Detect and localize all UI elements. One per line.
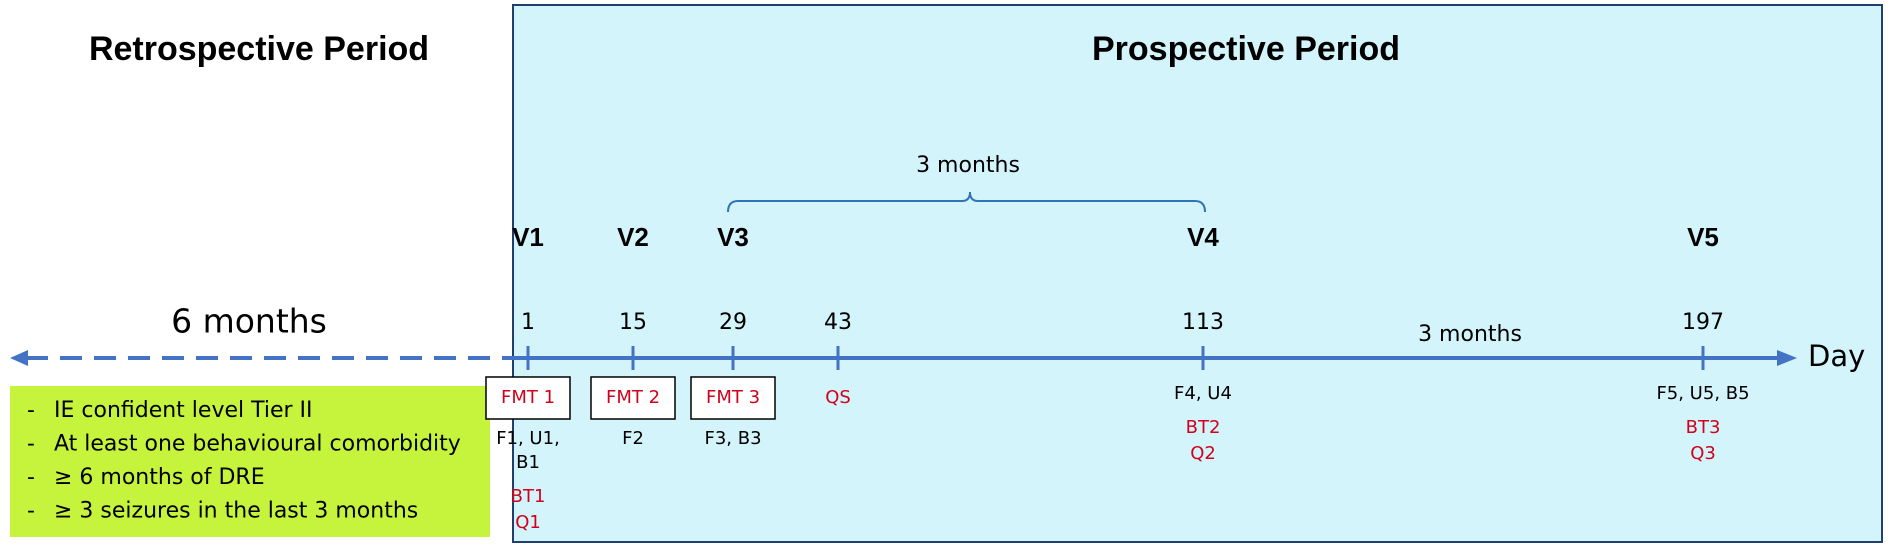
criterion: ≥ 3 seizures in the last 3 months	[54, 499, 418, 524]
bullet-dash: -	[27, 499, 35, 524]
assessment: B1	[516, 452, 540, 473]
retrospective-duration: 6 months	[171, 302, 327, 341]
assessment: F1, U1,	[496, 428, 560, 449]
axis-label: Day	[1808, 339, 1865, 373]
intervention-box	[485, 376, 571, 420]
retrospective-title: Retrospective Period	[89, 30, 429, 68]
criterion: ≥ 6 months of DRE	[54, 465, 265, 490]
intervention-box	[590, 376, 676, 420]
bracket	[727, 191, 1206, 213]
questionnaire: Q2	[1190, 443, 1216, 464]
visit-label: V1	[512, 222, 544, 252]
questionnaire: BT2	[1186, 417, 1221, 438]
day-label: 113	[1182, 310, 1224, 335]
day-label: 1	[521, 310, 535, 335]
visit-label: V5	[1687, 222, 1719, 252]
intervention: FMT 3	[706, 387, 760, 408]
assessment: F3, B3	[704, 428, 761, 449]
day-label: 197	[1682, 310, 1724, 335]
arrow-head	[10, 350, 28, 366]
questionnaire: QS	[825, 387, 851, 408]
arrow-head	[1777, 350, 1797, 366]
intervention: FMT 2	[606, 387, 660, 408]
day-label: 15	[619, 310, 647, 335]
assessment: F2	[622, 428, 644, 449]
intervention: FMT 1	[501, 387, 555, 408]
span-label: 3 months	[916, 153, 1020, 178]
questionnaire: BT3	[1686, 417, 1721, 438]
questionnaire: Q1	[515, 512, 541, 533]
visit-label: V3	[717, 222, 749, 252]
questionnaire: BT1	[511, 486, 546, 507]
prospective-title: Prospective Period	[1092, 30, 1400, 68]
assessment: F5, U5, B5	[1656, 383, 1749, 404]
assessment: F4, U4	[1174, 383, 1232, 404]
bullet-dash: -	[27, 465, 35, 490]
prospective-panel	[512, 4, 1883, 543]
day-label: 29	[719, 310, 747, 335]
intervention-box	[690, 376, 776, 420]
bullet-dash: -	[27, 398, 35, 423]
day-label: 43	[824, 310, 852, 335]
span-label: 3 months	[1418, 322, 1522, 347]
questionnaire: Q3	[1690, 443, 1716, 464]
bullet-dash: -	[27, 432, 35, 457]
visit-label: V2	[617, 222, 649, 252]
criterion: At least one behavioural comorbidity	[54, 432, 461, 457]
visit-label: V4	[1187, 222, 1219, 252]
criteria-box	[10, 386, 490, 537]
criterion: IE confident level Tier II	[54, 398, 313, 423]
